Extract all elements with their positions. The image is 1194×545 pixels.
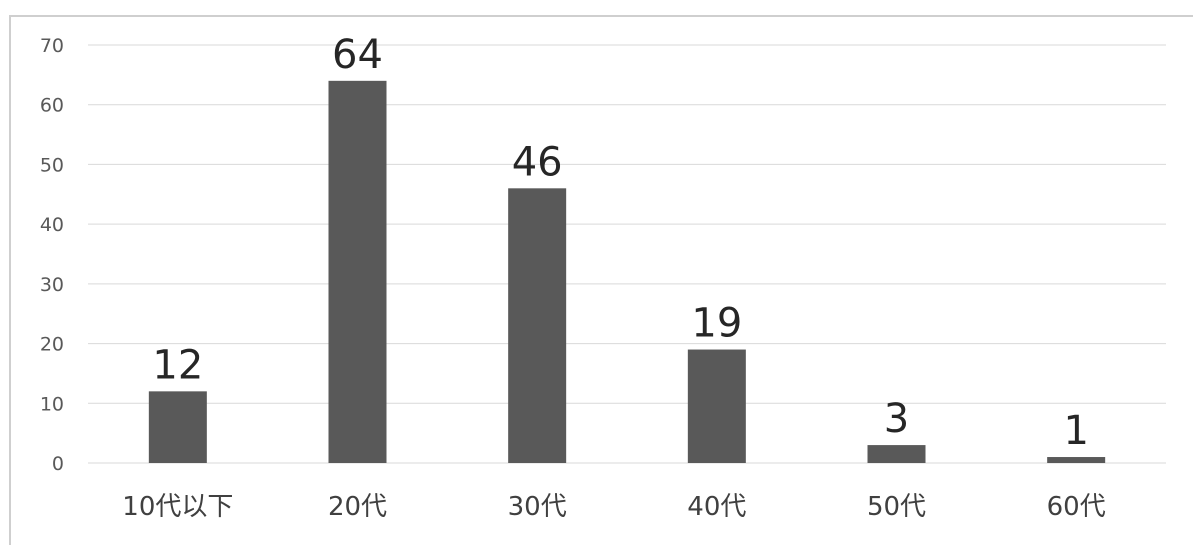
y-tick-label: 30 [40,274,64,296]
data-label: 3 [884,396,909,442]
data-label: 64 [332,32,383,78]
data-label: 19 [691,301,742,347]
bar-2 [508,188,567,464]
y-axis-ticks: 0 10 20 30 40 50 60 70 [40,35,64,475]
y-tick-label: 0 [52,453,64,475]
bar-1 [328,80,387,463]
bars [148,80,1106,464]
y-tick-label: 50 [40,154,64,176]
data-labels: 12 64 46 19 3 1 [152,32,1089,454]
category-label: 20代 [328,492,387,522]
data-label: 1 [1063,408,1088,454]
bar-5 [1047,457,1106,463]
data-label: 12 [152,342,203,388]
category-label: 60代 [1047,492,1106,522]
category-label: 40代 [687,492,746,522]
x-axis-categories: 10代以下 20代 30代 40代 50代 60代 [122,492,1105,522]
gridlines [88,44,1166,464]
bar-3 [687,349,746,463]
bar-0 [148,391,207,463]
y-tick-label: 20 [40,334,64,356]
category-label: 30代 [508,492,567,522]
category-label: 10代以下 [122,492,233,522]
category-label: 50代 [867,492,926,522]
data-label: 46 [512,139,563,185]
y-tick-label: 40 [40,214,64,236]
y-tick-label: 10 [40,393,64,415]
chart-frame [9,15,1193,545]
y-tick-label: 70 [40,35,64,57]
bar-4 [867,445,926,463]
y-tick-label: 60 [40,95,64,117]
